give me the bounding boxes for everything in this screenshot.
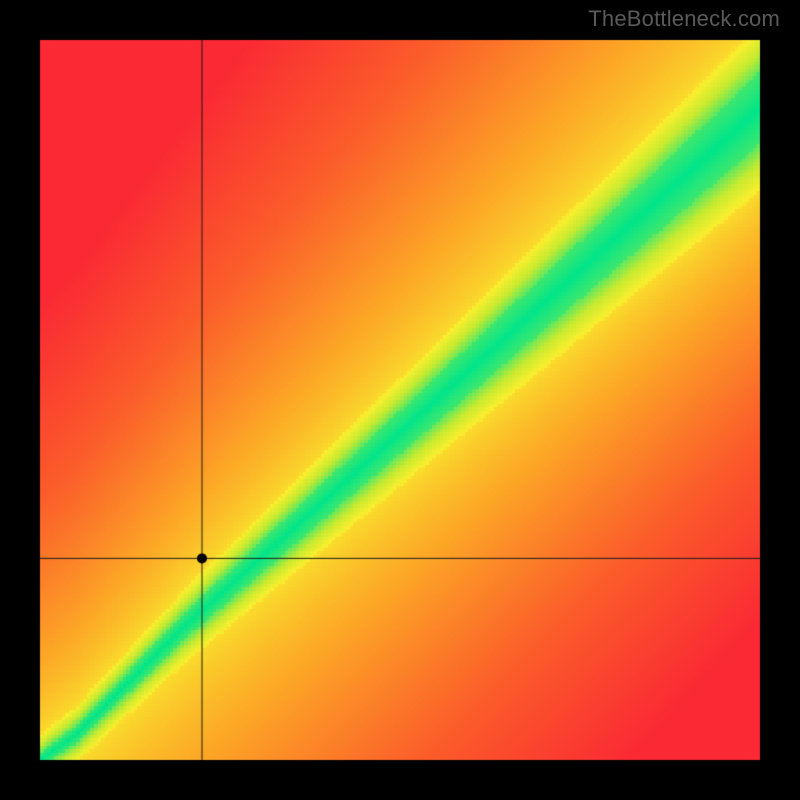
heatmap-canvas	[0, 0, 800, 800]
watermark-text: TheBottleneck.com	[588, 6, 780, 32]
chart-container: TheBottleneck.com	[0, 0, 800, 800]
